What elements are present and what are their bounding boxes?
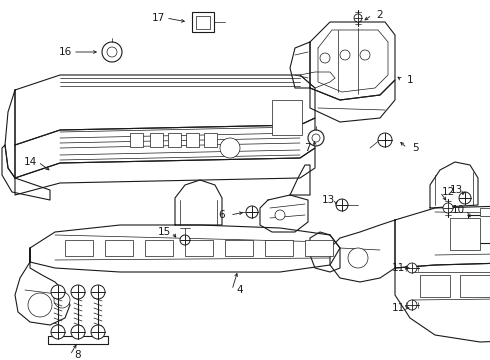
Polygon shape xyxy=(15,75,315,145)
Circle shape xyxy=(308,130,324,146)
Bar xyxy=(420,275,450,297)
Circle shape xyxy=(336,199,348,211)
Circle shape xyxy=(275,210,285,220)
Polygon shape xyxy=(300,72,335,88)
Text: 8: 8 xyxy=(74,350,81,360)
Text: 11: 11 xyxy=(392,263,405,273)
Bar xyxy=(480,208,490,216)
Polygon shape xyxy=(15,118,315,178)
Bar xyxy=(468,215,490,243)
Bar xyxy=(186,133,199,147)
Polygon shape xyxy=(430,162,478,208)
Bar xyxy=(204,133,217,147)
Text: 5: 5 xyxy=(412,143,418,153)
Polygon shape xyxy=(290,165,310,195)
Circle shape xyxy=(407,300,417,310)
Bar xyxy=(272,100,302,135)
Bar xyxy=(460,275,490,297)
Text: 7: 7 xyxy=(304,143,310,153)
Text: 16: 16 xyxy=(58,47,72,57)
Polygon shape xyxy=(310,232,340,272)
Bar xyxy=(150,133,163,147)
Circle shape xyxy=(180,235,190,245)
Circle shape xyxy=(102,42,122,62)
Circle shape xyxy=(443,203,453,213)
Bar xyxy=(450,218,480,250)
Text: 6: 6 xyxy=(219,210,225,220)
Polygon shape xyxy=(15,248,70,325)
Bar xyxy=(65,240,93,256)
Bar xyxy=(145,240,173,256)
Bar xyxy=(192,12,214,32)
Circle shape xyxy=(459,192,471,204)
Text: 13: 13 xyxy=(449,185,463,195)
Circle shape xyxy=(91,285,105,299)
Circle shape xyxy=(71,285,85,299)
Circle shape xyxy=(407,263,417,273)
Bar xyxy=(130,133,143,147)
Bar xyxy=(265,240,293,256)
Polygon shape xyxy=(330,220,395,282)
Polygon shape xyxy=(395,205,490,268)
Text: 13: 13 xyxy=(321,195,335,205)
Text: 2: 2 xyxy=(377,10,383,20)
Circle shape xyxy=(354,14,362,22)
Circle shape xyxy=(54,292,70,308)
Polygon shape xyxy=(395,262,490,342)
Circle shape xyxy=(51,325,65,339)
Polygon shape xyxy=(290,42,310,88)
Text: 11: 11 xyxy=(392,303,405,313)
Polygon shape xyxy=(260,195,308,232)
Circle shape xyxy=(71,325,85,339)
Circle shape xyxy=(51,285,65,299)
Polygon shape xyxy=(310,80,395,122)
Circle shape xyxy=(360,50,370,60)
Bar xyxy=(196,16,210,29)
Circle shape xyxy=(348,248,368,268)
Circle shape xyxy=(378,133,392,147)
Circle shape xyxy=(320,53,330,63)
Circle shape xyxy=(91,325,105,339)
Text: 12: 12 xyxy=(441,187,455,197)
Circle shape xyxy=(28,293,52,317)
Polygon shape xyxy=(175,180,222,225)
Circle shape xyxy=(220,138,240,158)
Bar xyxy=(105,240,133,256)
Text: 1: 1 xyxy=(407,75,413,85)
Polygon shape xyxy=(15,148,315,195)
Polygon shape xyxy=(30,225,340,272)
Polygon shape xyxy=(310,22,395,100)
Circle shape xyxy=(340,50,350,60)
Text: 17: 17 xyxy=(151,13,165,23)
Text: 14: 14 xyxy=(24,157,37,167)
Text: 4: 4 xyxy=(237,285,244,295)
Circle shape xyxy=(246,206,258,218)
Bar xyxy=(185,240,213,256)
Bar xyxy=(48,336,108,344)
Bar xyxy=(168,133,181,147)
Text: 10: 10 xyxy=(451,205,465,215)
Polygon shape xyxy=(2,145,50,200)
Bar xyxy=(225,240,253,256)
Polygon shape xyxy=(5,90,15,178)
Bar xyxy=(305,240,333,256)
Text: 15: 15 xyxy=(157,227,171,237)
